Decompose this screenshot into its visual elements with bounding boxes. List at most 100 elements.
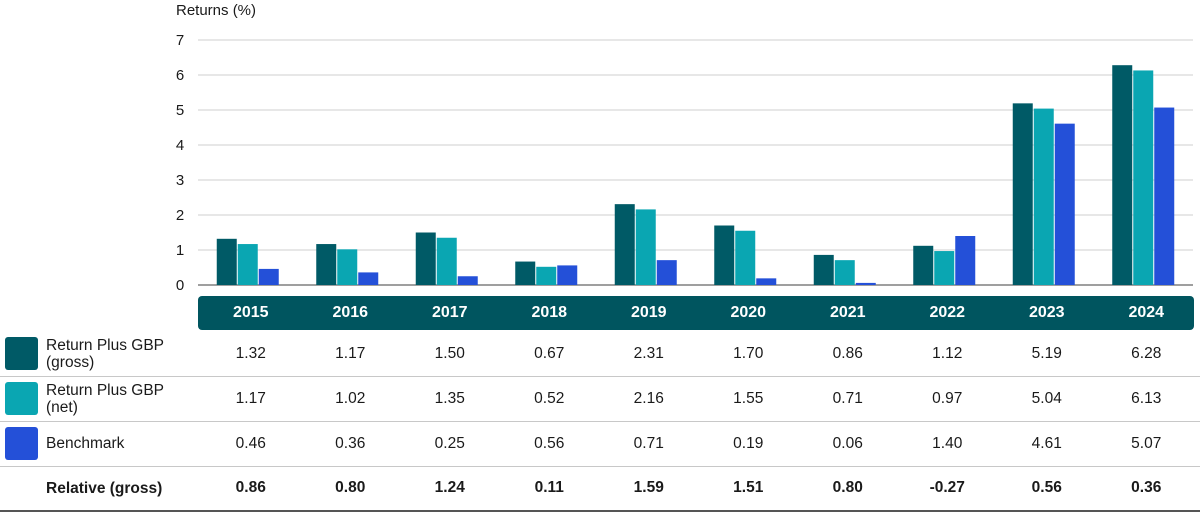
data-label-benchmark: 0.25 [434,435,465,452]
x-tick-label: 2024 [1128,304,1165,321]
data-label-benchmark: 0.36 [335,435,366,452]
data-label-relative: 1.51 [733,479,764,496]
bar-net-2017 [436,237,457,285]
data-label-net: 0.52 [534,390,565,407]
x-tick-label: 2016 [332,304,369,321]
data-label-gross: 2.31 [633,345,664,362]
bar-benchmark-2016 [358,272,379,285]
bar-benchmark-2021 [855,282,876,285]
year-header-bar: 2015 2016 2017 2018 2019 2020 2021 2022 2023 2024 [198,296,1194,330]
bar-benchmark-2018 [557,265,578,285]
bar-net-2023 [1033,108,1054,285]
data-label-gross: 5.19 [1031,345,1062,362]
bar-benchmark-2017 [457,276,478,285]
data-label-gross: 1.12 [932,345,963,362]
data-label-benchmark: 0.71 [633,435,664,452]
data-label-relative: 1.59 [633,479,664,496]
data-label-gross: 1.50 [434,345,465,362]
bar-gross-2016 [316,244,337,285]
legend-swatch-net [5,382,38,415]
data-label-benchmark: 0.06 [832,435,863,452]
bar-benchmark-2015 [258,268,279,285]
data-label-relative: 0.11 [534,479,564,496]
bar-benchmark-2024 [1154,107,1175,285]
data-label-benchmark: 1.40 [932,435,963,452]
bar-net-2024 [1133,70,1154,285]
bar-net-2021 [834,260,855,285]
bar-gross-2017 [415,232,436,285]
bar-gross-2021 [813,254,834,285]
x-tick-label: 2017 [431,304,468,321]
data-label-relative: 0.80 [335,479,366,496]
legend-label-net: Return Plus GBP (net) [46,382,165,416]
legend-swatch-benchmark [5,427,38,460]
data-label-net: 5.04 [1031,390,1062,407]
data-label-benchmark: 5.07 [1131,435,1162,452]
data-label-relative: 1.24 [434,479,465,496]
y-tick-label: 1 [176,242,184,259]
bar-net-2022 [934,251,955,285]
table-row-gross: Return Plus GBP (gross) [0,332,1200,377]
data-label-gross: 0.67 [534,345,565,362]
bar-net-2018 [536,266,557,285]
bar-gross-2024 [1112,65,1133,285]
data-label-net: 0.97 [932,390,963,407]
y-tick-label: 4 [176,137,184,154]
table-row-benchmark: Benchmark [0,422,1200,467]
data-label-net: 1.35 [434,390,465,407]
data-label-relative: -0.27 [929,479,965,496]
data-label-relative: 0.36 [1131,479,1162,496]
y-tick-label: 2 [176,207,184,224]
y-tick-label: 3 [176,172,184,189]
data-label-relative: 0.80 [832,479,863,496]
data-label-net: 0.71 [832,390,863,407]
bar-net-2016 [337,249,358,285]
table-row-net: Return Plus GBP (net) [0,377,1200,422]
x-tick-label: 2022 [929,304,966,321]
data-label-benchmark: 0.56 [534,435,565,452]
x-tick-label: 2015 [232,304,269,321]
x-tick-label: 2021 [829,304,866,321]
data-label-benchmark: 0.46 [235,435,266,452]
legend-label-gross: Return Plus GBP (gross) [46,337,165,371]
legend-label-relative: Relative (gross) [46,480,163,497]
data-label-benchmark: 0.19 [733,435,764,452]
legend-swatch-gross [5,337,38,370]
y-tick-label: 0 [176,277,184,294]
data-label-net: 1.17 [235,390,266,407]
data-label-net: 1.55 [733,390,764,407]
data-label-benchmark: 4.61 [1031,435,1062,452]
y-tick-label: 5 [176,102,184,119]
x-tick-label: 2023 [1028,304,1065,321]
x-tick-label: 2020 [730,304,767,321]
data-label-gross: 1.70 [733,345,764,362]
y-tick-label: 6 [176,67,184,84]
x-tick-label: 2019 [630,304,667,321]
bar-gross-2015 [216,238,237,285]
bar-gross-2020 [714,225,735,285]
bar-gross-2023 [1012,103,1033,285]
data-label-net: 1.02 [335,390,366,407]
bar-benchmark-2019 [656,260,677,285]
data-label-relative: 0.56 [1031,479,1062,496]
bar-net-2015 [237,244,258,285]
bar-gross-2022 [913,245,934,285]
bar-gross-2019 [614,204,635,285]
table-row-relative: Relative (gross) [0,467,1200,512]
data-label-relative: 0.86 [235,479,266,496]
data-label-net: 6.13 [1131,390,1162,407]
legend-label-benchmark: Benchmark [46,435,125,452]
bar-benchmark-2022 [955,236,976,285]
data-label-gross: 1.17 [335,345,366,362]
bar-net-2020 [735,230,756,285]
x-tick-label: 2018 [531,304,568,321]
bar-benchmark-2020 [756,278,777,285]
bar-chart: 0 1 2 3 4 5 6 7 [176,32,1193,294]
data-label-gross: 6.28 [1131,345,1162,362]
data-label-gross: 0.86 [832,345,863,362]
bar-benchmark-2023 [1054,123,1075,286]
bar-net-2019 [635,209,656,285]
y-axis-label: Returns (%) [176,2,257,19]
bar-gross-2018 [515,261,536,285]
data-label-net: 2.16 [633,390,664,407]
